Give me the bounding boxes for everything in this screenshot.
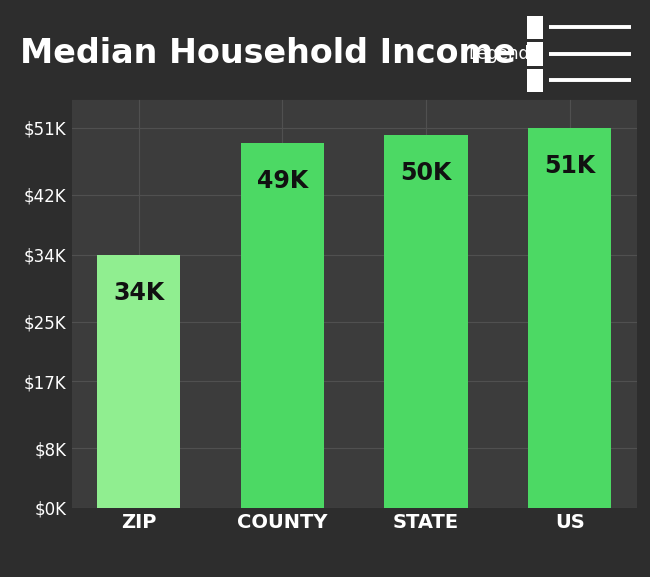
Bar	[240, 143, 324, 508]
Bar	[526, 42, 543, 66]
Bar	[384, 136, 468, 508]
Text: 51K: 51K	[544, 154, 595, 178]
Text: Legend: Legend	[468, 45, 529, 63]
Bar	[526, 69, 543, 92]
Bar	[526, 16, 543, 39]
Bar	[528, 128, 611, 508]
Text: 49K: 49K	[257, 169, 308, 193]
Text: Median Household Income: Median Household Income	[20, 38, 515, 70]
Bar	[98, 254, 181, 508]
Text: 34K: 34K	[113, 280, 164, 305]
Text: 50K: 50K	[400, 162, 452, 185]
